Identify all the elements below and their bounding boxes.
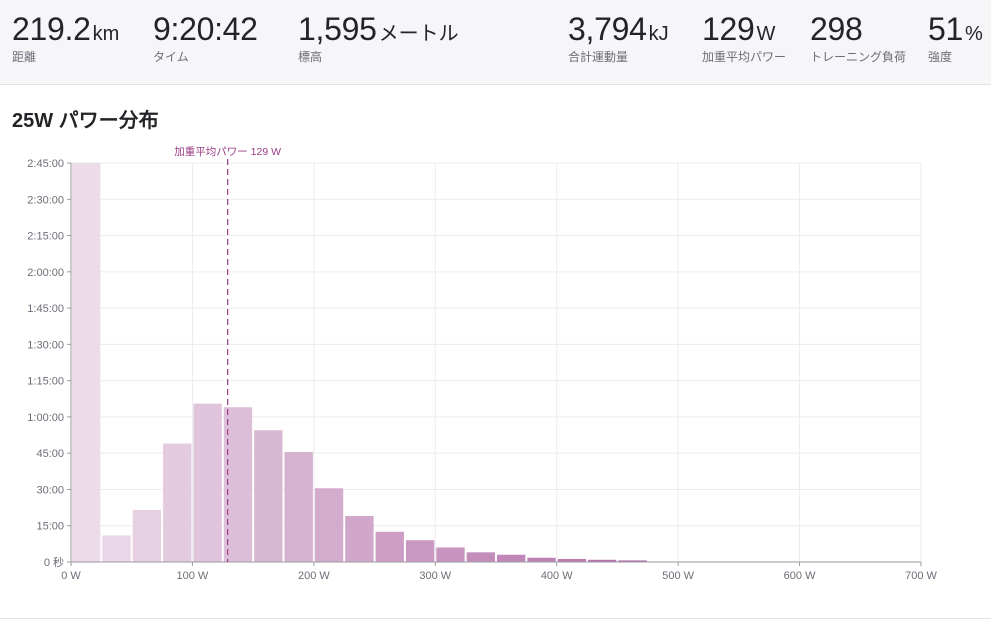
y-tick-label: 45:00 xyxy=(36,448,64,460)
x-tick-label: 200 W xyxy=(298,570,330,582)
bar xyxy=(72,163,101,562)
x-tick-label: 600 W xyxy=(784,570,816,582)
stat-value: 219.2 xyxy=(12,11,91,47)
y-tick-label: 1:45:00 xyxy=(27,303,64,315)
x-tick-label: 700 W xyxy=(905,570,937,582)
section-title: 25W パワー分布 xyxy=(12,110,159,132)
bar xyxy=(345,516,374,562)
bar xyxy=(132,510,162,562)
stat-intensity: 51% 強度 xyxy=(928,10,983,64)
bar xyxy=(588,559,617,562)
stat-label: 強度 xyxy=(928,50,953,64)
y-tick-label: 1:30:00 xyxy=(27,339,64,351)
bar xyxy=(557,558,587,562)
y-tick-label: 1:00:00 xyxy=(27,412,64,424)
bar xyxy=(436,547,465,562)
y-tick-label: 2:15:00 xyxy=(27,231,64,243)
stat-weighted-power: 129 W 加重平均パワー xyxy=(702,10,786,64)
bar xyxy=(375,531,404,562)
stat-label: 距離 xyxy=(12,50,37,64)
stat-value: 51 xyxy=(928,11,963,47)
stat-unit: kJ xyxy=(648,23,669,45)
y-tick-label: 0 秒 xyxy=(44,555,64,569)
bar xyxy=(102,535,131,562)
divider xyxy=(0,618,991,619)
stat-value: 129 xyxy=(702,11,755,47)
stat-value: 1,595 xyxy=(298,11,377,47)
bar xyxy=(497,554,526,562)
x-tick-label: 0 W xyxy=(61,570,81,582)
bar xyxy=(193,403,222,562)
bar xyxy=(163,443,192,562)
stat-distance: 219.2 km 距離 xyxy=(12,10,119,64)
stat-value: 298 xyxy=(810,11,863,47)
stat-elevation: 1,595 メートル 標高 xyxy=(298,10,459,64)
stat-label: 合計運動量 xyxy=(568,50,629,64)
bar xyxy=(527,557,556,562)
stat-label: 加重平均パワー xyxy=(702,50,787,64)
stat-label: タイム xyxy=(153,50,189,64)
stat-label: 標高 xyxy=(298,50,323,64)
bar xyxy=(618,560,647,562)
bar xyxy=(223,407,253,562)
x-tick-label: 400 W xyxy=(541,570,573,582)
bar xyxy=(314,488,344,562)
stats-bar: 219.2 km 距離 9:20:42 タイム 1,595 メートル 標高 3,79… xyxy=(0,0,991,85)
stat-value: 3,794 xyxy=(568,11,647,47)
x-tick-label: 300 W xyxy=(419,570,451,582)
stat-unit: メートル xyxy=(378,23,459,45)
reference-label: 加重平均パワー 129 W xyxy=(174,145,281,158)
stat-label: トレーニング負荷 xyxy=(810,50,907,64)
stat-unit: km xyxy=(92,23,120,45)
x-tick-label: 500 W xyxy=(662,570,694,582)
stat-unit: % xyxy=(965,23,983,45)
stat-time: 9:20:42 タイム xyxy=(153,10,260,64)
x-tick-label: 100 W xyxy=(177,570,209,582)
y-tick-label: 2:45:00 xyxy=(27,158,64,170)
stat-unit: W xyxy=(756,23,776,45)
y-tick-label: 1:15:00 xyxy=(27,376,64,388)
y-tick-label: 15:00 xyxy=(36,521,64,533)
y-tick-label: 2:30:00 xyxy=(27,194,64,206)
bar xyxy=(466,552,495,562)
y-tick-label: 2:00:00 xyxy=(27,267,64,279)
stat-value: 9:20:42 xyxy=(153,11,258,47)
bar xyxy=(254,430,283,562)
stat-training-load: 298 トレーニング負荷 xyxy=(810,10,906,64)
y-tick-label: 30:00 xyxy=(36,484,64,496)
bar xyxy=(284,451,313,562)
stat-work: 3,794 kJ 合計運動量 xyxy=(568,10,669,64)
power-distribution-chart: 0 秒 15:00 30:00 45:00 1:00:00 1:15:00 1:30:00 1… xyxy=(27,145,937,582)
bar xyxy=(405,540,435,562)
